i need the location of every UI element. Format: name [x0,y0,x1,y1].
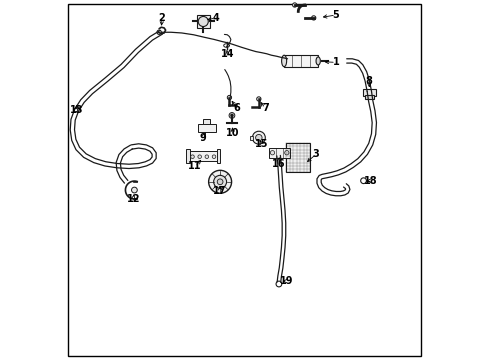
Circle shape [198,17,208,27]
Bar [196,15,209,28]
Text: 18: 18 [363,176,377,186]
Ellipse shape [315,57,320,65]
Circle shape [212,155,215,158]
Circle shape [270,150,274,155]
Bar [198,124,215,132]
Circle shape [208,170,231,193]
Text: 5: 5 [332,10,339,20]
Text: 10: 10 [226,129,239,138]
Circle shape [213,175,226,188]
Text: 6: 6 [233,103,240,113]
Text: 11: 11 [188,161,202,171]
Text: 1: 1 [332,57,339,67]
Circle shape [256,97,261,101]
Text: 9: 9 [200,133,206,143]
Bar [284,55,318,67]
Bar [217,149,220,163]
Bar [187,151,219,161]
Text: 19: 19 [280,276,293,286]
Text: 7: 7 [262,103,268,113]
Text: 13: 13 [70,105,83,115]
Bar [364,95,373,99]
Circle shape [230,114,233,117]
Circle shape [227,95,231,100]
Text: 12: 12 [126,194,140,204]
Text: 2: 2 [158,13,165,23]
Text: 8: 8 [365,76,372,86]
Bar [285,143,310,172]
Circle shape [228,113,234,118]
Text: 4: 4 [212,13,219,23]
Ellipse shape [281,55,286,67]
Circle shape [284,150,288,155]
Bar [268,148,290,158]
Text: 14: 14 [220,49,234,59]
Bar [203,120,210,124]
Circle shape [311,16,315,20]
Circle shape [131,187,137,193]
Bar [249,135,252,140]
Bar [185,149,189,163]
Bar [362,89,375,96]
Circle shape [204,155,208,158]
Text: 3: 3 [312,149,319,159]
Text: 16: 16 [271,159,285,169]
Circle shape [252,131,265,144]
Text: 15: 15 [254,139,268,149]
Circle shape [217,179,223,185]
Text: 17: 17 [213,186,226,197]
Circle shape [190,155,194,158]
Circle shape [255,134,262,141]
Circle shape [292,3,296,7]
Circle shape [198,155,201,158]
